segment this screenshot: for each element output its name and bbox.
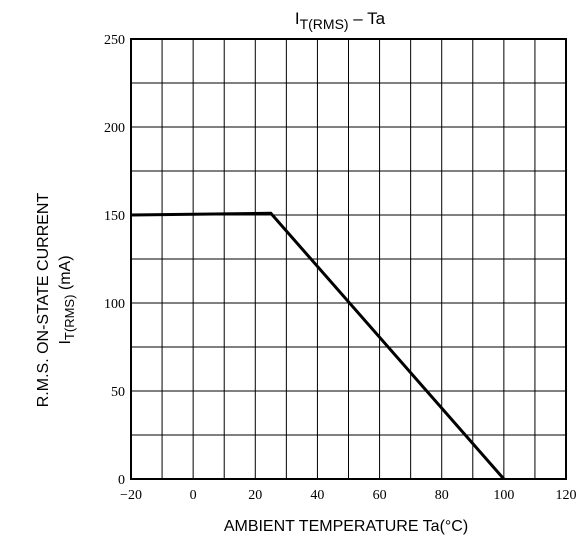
y-axis-title-line2: IT(RMS) (mA) [57, 255, 77, 344]
y-axis-title-line2-sub: T(RMS) [62, 295, 77, 341]
y-tick-label: 50 [111, 385, 125, 400]
y-tick-label: 200 [104, 121, 125, 136]
y-axis-title-line2-suffix: (mA) [57, 255, 74, 294]
y-tick-label: 250 [104, 33, 125, 48]
x-tick-label: 100 [493, 488, 514, 503]
plot-frame [130, 38, 567, 480]
grid [130, 38, 567, 480]
chart-title: IT(RMS) – Ta [295, 9, 386, 32]
y-axis-title: R.M.S. ON-STATE CURRENT [35, 193, 52, 408]
y-tick-label: 0 [118, 473, 125, 488]
x-tick-label: 40 [310, 488, 324, 503]
x-tick-label: 20 [248, 488, 262, 503]
series-line [130, 211, 505, 480]
x-tick-label: 0 [190, 488, 197, 503]
x-tick-label: −20 [120, 488, 142, 503]
chart-title-main: I [295, 9, 300, 28]
x-tick-label: 80 [435, 488, 449, 503]
chart-title-suffix: – Ta [349, 9, 386, 28]
chart-title-sub: T(RMS) [300, 16, 349, 32]
x-tick-label: 60 [373, 488, 387, 503]
x-axis-title: AMBIENT TEMPERATURE Ta(°C) [224, 518, 468, 535]
y-tick-label: 150 [104, 209, 125, 224]
y-axis-title-line1: R.M.S. ON-STATE CURRENT [35, 193, 52, 408]
x-tick-label: 120 [556, 488, 577, 503]
y-axis-title-line2-main: I [57, 340, 74, 344]
y-tick-label: 100 [104, 297, 125, 312]
